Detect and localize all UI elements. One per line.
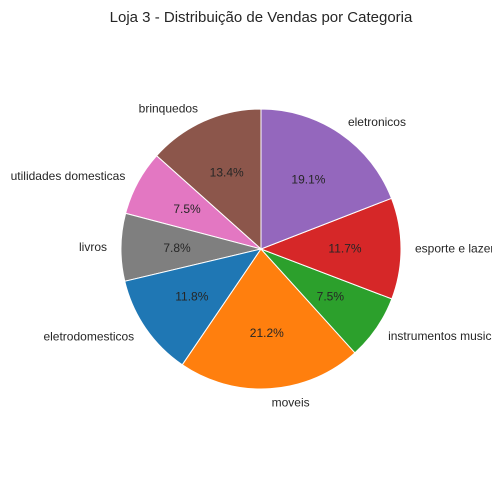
percent-label-eletronicos: 19.1% <box>291 173 325 187</box>
category-label-eletrodomesticos: eletrodomesticos <box>43 329 134 343</box>
category-label-instrumentos-musicais: instrumentos musicais <box>388 329 492 343</box>
category-label-livros: livros <box>79 240 107 254</box>
percent-label-brinquedos: 13.4% <box>210 165 244 179</box>
percent-label-livros: 7.8% <box>163 241 191 255</box>
category-label-esporte-e-lazer: esporte e lazer <box>415 242 492 256</box>
pie-slice-moveis <box>181 248 356 390</box>
category-label-eletronicos: eletronicos <box>348 115 406 129</box>
category-labels: brinquedos utilidades domesticas livros ele… <box>11 101 492 409</box>
category-label-moveis: moveis <box>272 396 310 410</box>
pie-slice-eletrodomesticos <box>124 248 263 366</box>
category-label-utilidades-domesticas: utilidades domesticas <box>11 169 126 183</box>
percent-label-instrumentos-musicais: 7.5% <box>317 289 345 303</box>
pie-slice-eletronicos <box>260 108 393 250</box>
percent-label-moveis: 21.2% <box>250 326 284 340</box>
pie-slice-esporte-e-lazer <box>259 197 402 300</box>
percent-label-esporte-e-lazer: 11.7% <box>328 242 361 256</box>
chart-title: Loja 3 - Distribuição de Vendas por Cate… <box>110 9 413 26</box>
percent-label-eletrodomesticos: 11.8% <box>175 290 208 304</box>
pie-slices <box>120 108 402 390</box>
pie-slice-brinquedos <box>155 108 262 251</box>
category-label-brinquedos: brinquedos <box>139 101 198 115</box>
percent-label-utilidades-domesticas: 7.5% <box>173 202 201 216</box>
percent-labels: 13.4% 7.5% 7.8% 11.8% 21.2% 7.5% 11.7% 19.1% <box>163 165 362 339</box>
